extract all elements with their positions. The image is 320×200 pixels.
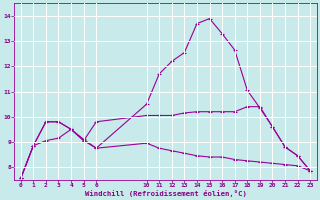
X-axis label: Windchill (Refroidissement éolien,°C): Windchill (Refroidissement éolien,°C)	[84, 190, 246, 197]
